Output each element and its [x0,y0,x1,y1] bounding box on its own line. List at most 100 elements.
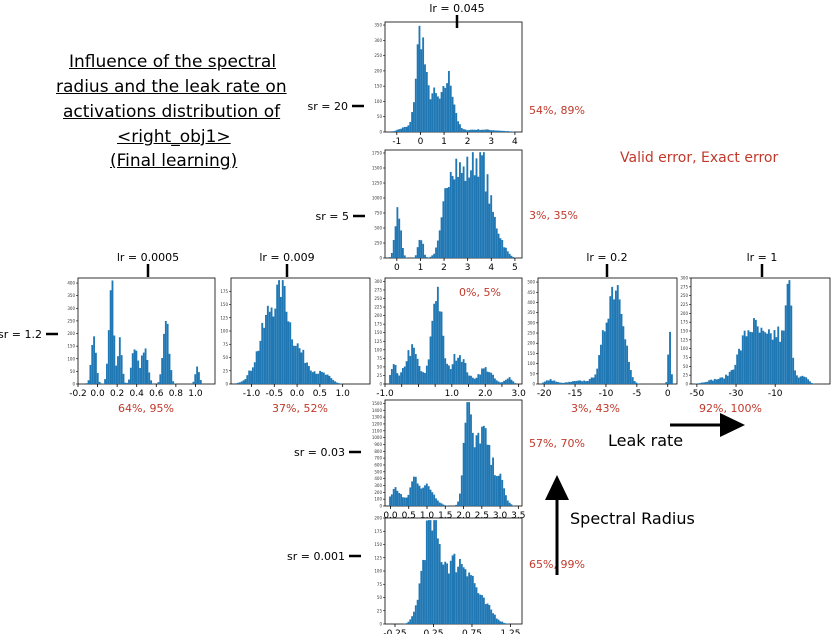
y-tick-label: 600 [374,462,382,467]
histogram-bar [488,129,491,132]
histogram-bar [455,360,458,384]
histogram-bar [390,494,393,506]
y-tick-label: 100 [220,329,228,334]
x-tick-label: -1 [392,137,401,147]
histogram-bar [462,359,465,384]
histogram-bar [482,425,485,506]
y-tick-label: 25 [377,608,383,613]
histogram-bar [317,373,320,384]
histogram-bar [510,379,513,384]
histogram-bar [460,361,463,384]
histogram-bar [257,350,260,384]
histogram-bar [401,247,404,258]
histogram-bar [459,355,461,384]
histogram-bar [451,555,454,624]
sr-label: sr = 0.03 [294,446,345,459]
histogram-bar [805,377,808,384]
histogram-bar [715,379,718,384]
histogram-bar [756,326,759,384]
y-tick-label: 200 [374,313,382,318]
histogram-bar [475,435,478,506]
histogram-bar [111,280,114,384]
histogram-bar [431,93,434,132]
histogram-bar [91,345,94,384]
histogram-bar [799,376,802,384]
histogram-bar [407,621,410,624]
histogram-bar [760,327,763,384]
histogram-bar [501,479,504,506]
histogram-bar [754,319,757,384]
histogram-bar [477,432,480,506]
histogram-bar [94,352,97,384]
title-line-3: activations distribution of [63,102,281,122]
histogram-bar [433,494,436,506]
histogram-bar [479,129,482,132]
histogram-bar [436,538,439,624]
x-tick-label: 1.0 [335,389,350,399]
x-tick-label: 4 [512,137,518,147]
histogram-bar [455,112,458,132]
histogram-bar [139,367,141,384]
histogram-bar [400,494,402,506]
histogram-bar [451,96,454,132]
y-tick-label: 100 [374,497,382,502]
histogram-lr0045_sr20: -1 0 1 2 3 4 0 50 100 150 200 250 300 350 lr = 0.045 sr… [308,2,585,147]
histogram-bar [334,381,336,384]
histogram-bar [510,504,513,506]
histogram-bar [427,85,430,132]
histogram-bar [422,37,425,132]
histogram-bar [309,370,312,384]
histogram-bar [413,476,415,506]
histogram-bar [424,560,426,624]
histogram-bar [429,520,432,624]
histogram-bar [324,374,327,384]
histogram-bar [427,257,430,258]
histogram-bar [107,330,110,384]
title-line-5: (Final learning) [110,151,238,171]
histogram-bar [394,487,397,506]
histogram-bar [499,382,502,384]
y-tick-label: 100 [374,99,382,104]
histogram-bar [283,286,286,384]
histogram-bar [468,402,471,506]
histogram-bar [418,239,421,258]
histogram-bar [400,372,402,384]
errors-label: 37%, 52% [272,402,328,415]
histogram-bar [697,383,699,384]
histogram-bar [711,380,714,384]
y-tick-label: 225 [680,302,688,307]
histogram-bar [457,357,460,384]
histogram-bar [512,381,515,384]
histogram-bar [435,93,437,132]
histogram-bar [199,379,202,384]
histogram-bar [773,330,776,384]
histogram-bar [635,382,638,384]
errors-legend: Valid error, Exact error [620,150,779,166]
histogram-bar [741,335,744,384]
histogram-bar [431,530,434,624]
histogram-bar [150,380,153,384]
histogram-bar [628,361,630,384]
histogram-bar [503,247,506,258]
histogram-bar [471,575,474,624]
histogram-bar [470,170,472,258]
histogram-bar [400,230,402,258]
histogram-bar [468,572,471,624]
histogram-bar [174,383,176,384]
histogram-bar [501,130,504,132]
histogram-bar [784,305,787,384]
histogram-sr5: 0 1 2 3 4 5 0 250 500 750 1000 1250 1500 1750 sr = 5 3%… [316,149,578,273]
histogram-bar [98,381,101,384]
y-tick-label: 125 [680,337,688,342]
histogram-lr00005: -0.2 0.0 0.2 0.4 0.6 0.8 1.0 0 50 100 150 200 250 300… [0,251,216,415]
histogram-bar [392,489,395,506]
histogram-bar [493,614,496,624]
histogram-bar [749,331,752,384]
histogram-bar [801,375,804,384]
y-tick-label: 175 [374,322,382,327]
histogram-bar [442,335,445,384]
histogram-bar [484,191,487,258]
y-tick-label: 1000 [372,435,383,440]
x-tick-label: 1.0 [420,511,435,521]
histogram-bar [446,363,448,384]
